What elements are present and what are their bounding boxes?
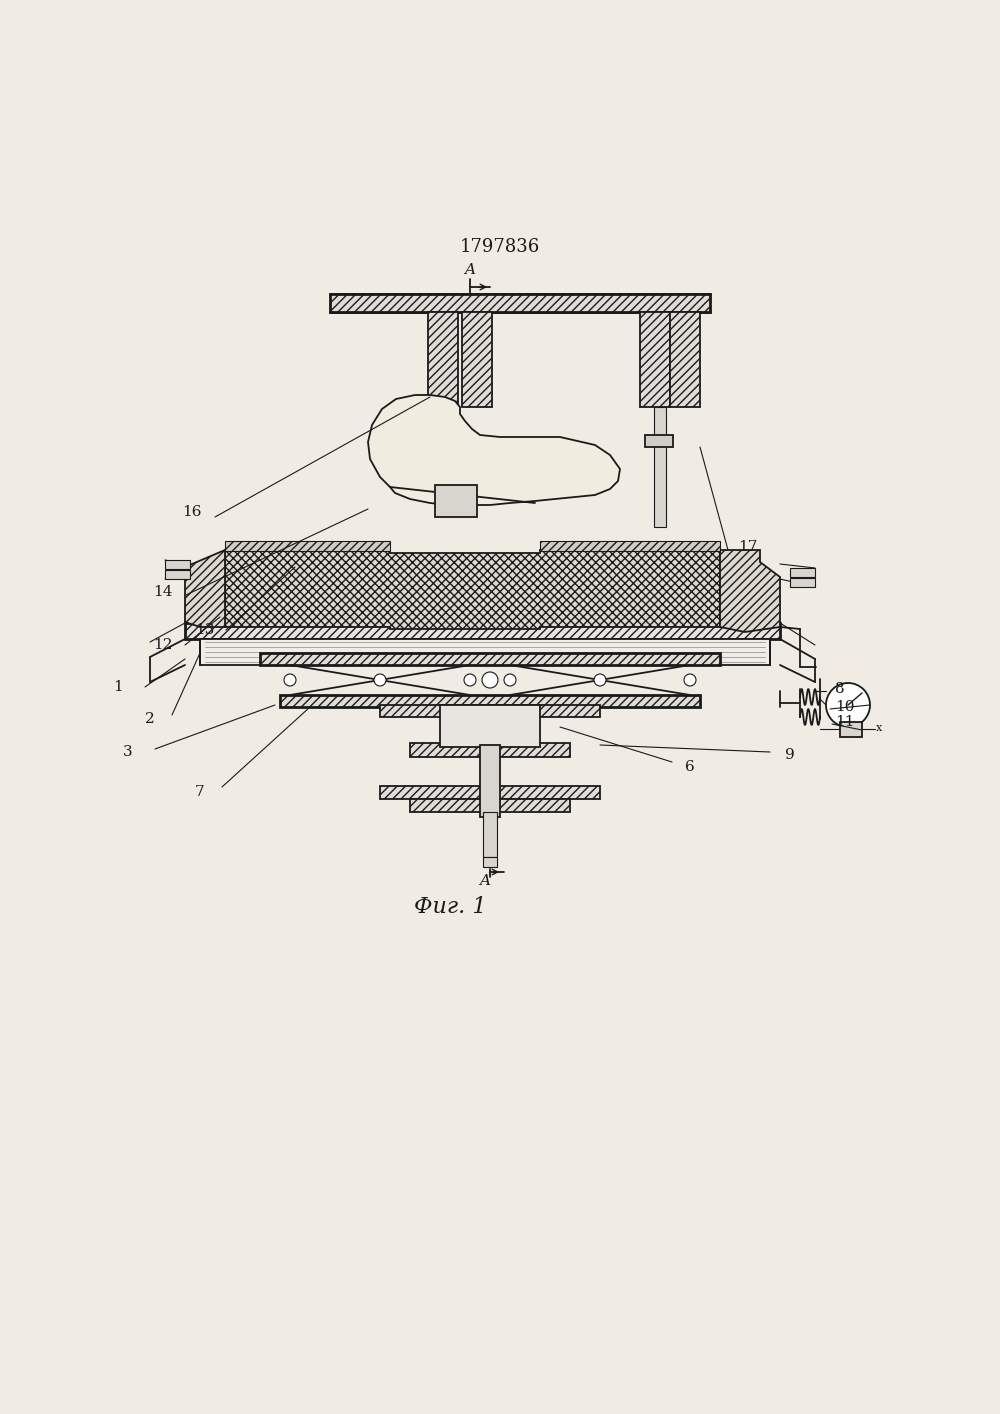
Bar: [440, 706, 540, 747]
Circle shape: [684, 674, 696, 686]
Bar: [410, 742, 570, 756]
Text: x: x: [876, 723, 882, 732]
Text: 2: 2: [145, 713, 155, 725]
Bar: [437, 436, 465, 447]
Polygon shape: [225, 550, 720, 629]
Text: 3: 3: [123, 745, 133, 759]
Text: 12: 12: [153, 638, 173, 652]
Polygon shape: [368, 395, 620, 505]
Text: 16: 16: [182, 505, 202, 519]
Bar: [540, 542, 720, 551]
Bar: [462, 312, 492, 407]
Polygon shape: [720, 550, 780, 632]
Bar: [225, 542, 390, 551]
Bar: [670, 312, 700, 407]
Text: 10: 10: [835, 700, 855, 714]
Circle shape: [374, 674, 386, 686]
Text: 13: 13: [195, 624, 215, 636]
Circle shape: [464, 674, 476, 686]
Bar: [380, 786, 600, 799]
Circle shape: [284, 674, 296, 686]
Circle shape: [504, 674, 516, 686]
Text: 17: 17: [738, 540, 758, 554]
Bar: [428, 312, 458, 407]
Polygon shape: [185, 550, 225, 626]
Bar: [645, 436, 673, 447]
Bar: [790, 568, 815, 577]
Bar: [840, 723, 862, 737]
Bar: [260, 653, 720, 665]
Bar: [380, 706, 600, 717]
Bar: [165, 570, 190, 578]
Text: 14: 14: [153, 585, 173, 600]
Bar: [200, 639, 770, 665]
Text: A: A: [480, 874, 490, 888]
Bar: [480, 745, 500, 817]
Circle shape: [826, 683, 870, 727]
Bar: [445, 407, 457, 508]
Text: 1: 1: [113, 680, 123, 694]
Bar: [790, 578, 815, 587]
Text: 6: 6: [685, 759, 695, 773]
Bar: [280, 696, 700, 707]
Text: Фиг. 1: Фиг. 1: [414, 896, 486, 918]
Circle shape: [594, 674, 606, 686]
Bar: [483, 812, 497, 857]
Text: A: A: [464, 263, 476, 277]
Bar: [654, 407, 666, 527]
Text: 8: 8: [835, 682, 845, 696]
Text: 11: 11: [835, 715, 855, 730]
Bar: [435, 485, 477, 518]
Bar: [330, 294, 710, 312]
Text: 1797836: 1797836: [460, 238, 540, 256]
Bar: [483, 857, 497, 867]
Text: 7: 7: [195, 785, 205, 799]
Text: 9: 9: [785, 748, 795, 762]
Bar: [410, 799, 570, 812]
Bar: [185, 624, 780, 639]
Bar: [640, 312, 670, 407]
Bar: [165, 560, 190, 568]
Circle shape: [482, 672, 498, 689]
